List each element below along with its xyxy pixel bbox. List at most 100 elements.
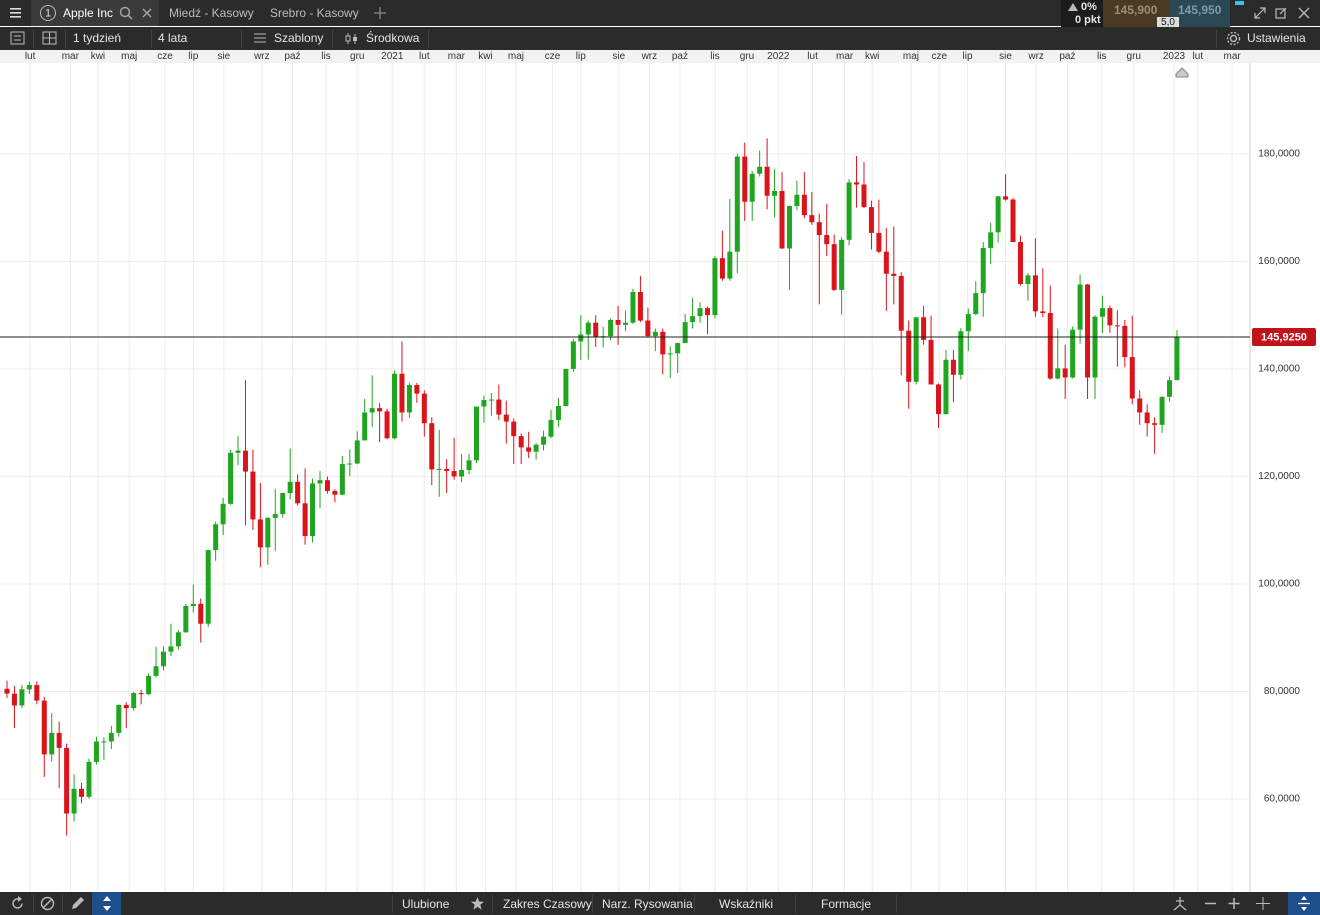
- candle-body: [667, 353, 673, 355]
- pencil-icon[interactable]: [70, 896, 85, 911]
- x-tick-label: lut: [1193, 51, 1204, 62]
- candle-body: [906, 330, 912, 382]
- candle-body: [980, 247, 986, 294]
- candle-body: [623, 322, 629, 325]
- candle-body: [637, 292, 643, 321]
- candle-body: [511, 421, 517, 437]
- candle-body: [1167, 380, 1173, 397]
- candle-body: [175, 632, 181, 647]
- top-bar: 1 Apple Inc Miedź - Kasowy Srebro - Kaso…: [0, 0, 1320, 29]
- candle-body: [615, 319, 621, 325]
- signal-indicator: [1235, 1, 1244, 5]
- candle-body: [965, 314, 971, 332]
- candle-body: [64, 747, 70, 814]
- sell-button[interactable]: 145,900: [1103, 0, 1170, 28]
- star-icon[interactable]: [470, 896, 485, 911]
- x-tick-label: cze: [931, 51, 947, 62]
- candle-body: [943, 359, 949, 415]
- candle-body: [645, 320, 651, 337]
- candle-body: [682, 322, 688, 344]
- y-tick-label: 140,0000: [1258, 364, 1300, 375]
- active-tab[interactable]: 1 Apple Inc: [31, 0, 159, 26]
- candle-body: [921, 317, 927, 340]
- tab[interactable]: Miedź - Kasowy: [169, 6, 254, 20]
- add-tab[interactable]: [373, 6, 387, 20]
- layout-icon[interactable]: [42, 31, 58, 46]
- patterns-tab[interactable]: Formacje: [821, 897, 872, 911]
- candle-body: [958, 331, 964, 375]
- up-arrow: [1068, 3, 1078, 11]
- interval-button[interactable]: 1 tydzień: [73, 31, 122, 45]
- tab[interactable]: Srebro - Kasowy: [270, 6, 359, 20]
- candle-body: [898, 275, 904, 331]
- menu-icon[interactable]: [9, 6, 23, 20]
- time-range-tab[interactable]: Zakres Czasowy: [503, 897, 592, 911]
- candle-body: [302, 503, 308, 537]
- refresh-icon[interactable]: [10, 896, 25, 911]
- candle-body: [563, 368, 569, 406]
- candle-body: [868, 207, 874, 233]
- change-points: 0 pkt: [1075, 14, 1101, 26]
- drawing-tools-tab[interactable]: Narz. Rysowania: [602, 897, 693, 911]
- block-icon[interactable]: [40, 896, 55, 911]
- candle-body: [503, 414, 509, 422]
- candle-body: [712, 258, 718, 316]
- candle-body: [995, 196, 1001, 233]
- search-icon[interactable]: [119, 6, 133, 20]
- candle-body: [146, 675, 152, 695]
- templates-button[interactable]: Szablony: [274, 31, 324, 45]
- x-tick-label: 2022: [767, 51, 790, 62]
- candle-body: [555, 405, 561, 420]
- y-tick-label: 160,0000: [1258, 256, 1300, 267]
- candle-body: [160, 651, 166, 667]
- candle-body: [891, 273, 897, 276]
- x-tick-label: 2021: [381, 51, 404, 62]
- favorites-tab[interactable]: Ulubione: [402, 897, 450, 911]
- candle-body: [1159, 396, 1165, 425]
- candle-body: [272, 514, 278, 518]
- candle-body: [496, 399, 502, 415]
- candle-body: [757, 166, 763, 174]
- price-mode-button[interactable]: Środkowa: [366, 31, 420, 45]
- candle-body: [526, 447, 532, 452]
- candle-body: [541, 436, 547, 445]
- candle-body: [19, 689, 25, 706]
- templates-icon: [254, 33, 266, 43]
- candle-body: [854, 182, 860, 185]
- range-button[interactable]: 4 lata: [158, 31, 188, 45]
- candle-body: [131, 693, 137, 709]
- x-tick-label: kwi: [865, 51, 879, 62]
- candle-body: [1055, 368, 1061, 379]
- candle-body: [347, 463, 353, 465]
- candle-body: [205, 550, 211, 624]
- fit-button[interactable]: [1288, 892, 1320, 915]
- buy-button[interactable]: 145,950: [1170, 0, 1230, 28]
- close-icon[interactable]: [142, 8, 152, 18]
- candle-body: [414, 385, 420, 394]
- candle-body: [466, 460, 472, 470]
- x-tick-label: gru: [1127, 51, 1141, 62]
- x-tick-label: maj: [121, 51, 137, 62]
- candle-body: [198, 603, 204, 624]
- window-icons[interactable]: [1253, 6, 1313, 20]
- candle-body: [1152, 423, 1158, 425]
- x-tick-label: kwi: [91, 51, 105, 62]
- candle-body: [839, 239, 845, 290]
- indicators-tab[interactable]: Wskaźniki: [719, 897, 774, 911]
- candle-body: [1099, 308, 1105, 317]
- candle-body: [220, 503, 226, 525]
- candle-body: [570, 341, 576, 369]
- candle-body: [831, 244, 837, 290]
- list-icon[interactable]: [10, 31, 26, 46]
- candle-body: [190, 603, 196, 606]
- candle-body: [406, 385, 412, 413]
- candle-body: [1040, 311, 1046, 313]
- cursor-button[interactable]: [92, 892, 121, 915]
- settings-button[interactable]: Ustawienia: [1247, 31, 1306, 45]
- candle-body: [287, 481, 293, 494]
- candle-body: [548, 419, 554, 437]
- candle-body: [1144, 412, 1150, 424]
- zoom-icons[interactable]: [1172, 896, 1312, 911]
- candle-body: [630, 292, 636, 323]
- candle-body: [436, 468, 442, 470]
